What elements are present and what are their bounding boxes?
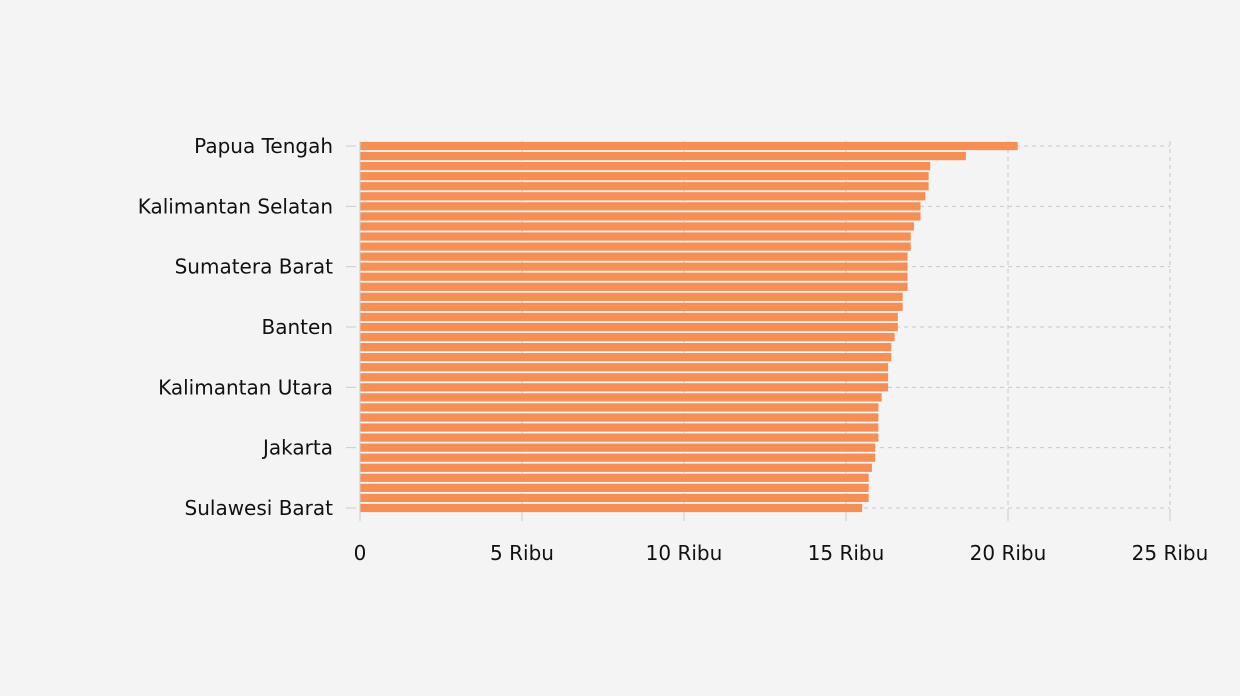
bar[interactable] [360,262,908,271]
bar[interactable] [360,282,908,291]
bar[interactable] [360,483,869,492]
x-tick-label: 25 Ribu [1132,541,1209,565]
bars [360,141,1018,513]
bar[interactable] [360,182,929,191]
bar[interactable] [360,332,895,342]
bar[interactable] [360,373,889,382]
y-axis-labels: Papua Tengah Kalimantan Selatan Sumatera B… [138,134,333,520]
y-tick-label: Jakarta [261,436,333,460]
bar[interactable] [360,383,889,392]
bar[interactable] [360,162,931,171]
bar[interactable] [360,473,869,482]
y-tick-label: Banten [262,315,333,339]
bar[interactable] [360,302,903,312]
bar[interactable] [360,212,921,221]
y-tick-label: Sumatera Barat [175,255,334,279]
x-tick-label: 20 Ribu [970,541,1047,565]
y-tick-label: Papua Tengah [194,134,333,158]
bar[interactable] [360,192,926,201]
bar[interactable] [360,433,879,442]
x-tick-label: 0 [354,541,367,565]
bar[interactable] [360,172,929,181]
y-tick-label: Kalimantan Selatan [138,194,333,218]
bar[interactable] [360,202,921,211]
bar[interactable] [360,413,879,422]
bar[interactable] [360,403,879,412]
y-tick-label: Kalimantan Utara [158,375,333,399]
bar[interactable] [360,312,898,322]
bar[interactable] [360,272,908,281]
x-tick-label: 10 Ribu [646,541,723,565]
x-tick-label: 5 Ribu [490,541,554,565]
x-tick-label: 15 Ribu [808,541,885,565]
axes [346,141,1171,521]
bar[interactable] [360,141,1018,151]
bar[interactable] [360,342,892,352]
bar[interactable] [360,353,892,362]
bar[interactable] [360,322,898,332]
bar[interactable] [360,292,903,301]
bar[interactable] [360,423,879,432]
bar[interactable] [360,493,869,503]
bar[interactable] [360,503,863,513]
bar[interactable] [360,443,876,452]
bar[interactable] [360,363,889,372]
bar[interactable] [360,242,911,251]
bar[interactable] [360,463,872,472]
bar[interactable] [360,232,911,241]
bar[interactable] [360,252,908,261]
y-tick-label: Sulawesi Barat [185,496,334,520]
bar[interactable] [360,393,882,402]
x-axis-labels: 0 5 Ribu 10 Ribu 15 Ribu 20 Ribu 25 Ribu [354,541,1209,565]
bar[interactable] [360,453,876,462]
bar[interactable] [360,151,966,161]
bar[interactable] [360,222,915,231]
